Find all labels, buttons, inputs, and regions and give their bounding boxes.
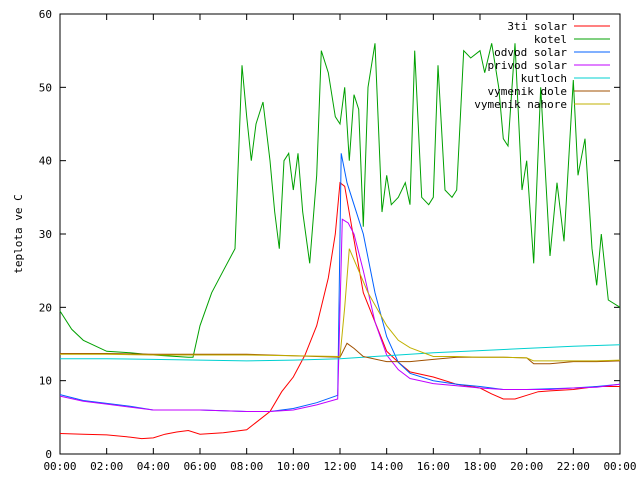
x-tick-label: 10:00	[277, 460, 310, 473]
y-tick-label: 60	[39, 8, 52, 21]
x-tick-label: 00:00	[603, 460, 636, 473]
legend-label: kotel	[534, 33, 567, 46]
x-tick-label: 20:00	[510, 460, 543, 473]
series-line-privod-solar	[59, 218, 621, 412]
y-tick-label: 10	[39, 375, 52, 388]
x-tick-label: 14:00	[370, 460, 403, 473]
series-line-kotel	[59, 43, 621, 358]
legend-label: odvod solar	[494, 46, 567, 59]
y-axis: 0 10 20 30 40 50 60	[39, 8, 620, 461]
x-tick-label: 06:00	[183, 460, 216, 473]
y-tick-label: 40	[39, 155, 52, 168]
series-line-3ti-solar	[59, 181, 620, 440]
y-tick-label: 30	[39, 228, 52, 241]
y-axis-label: teplota ve C	[12, 194, 25, 273]
x-tick-label: 02:00	[90, 460, 123, 473]
x-tick-label: 04:00	[137, 460, 170, 473]
legend-label: privod solar	[488, 59, 568, 72]
y-tick-label: 50	[39, 81, 52, 94]
x-tick-label: 16:00	[417, 460, 450, 473]
x-tick-label: 08:00	[230, 460, 263, 473]
x-axis: 00:00 02:00 04:00 06:00 08:00 10:00 12:00 14:00…	[43, 14, 637, 473]
y-tick-label: 0	[45, 448, 52, 461]
legend-label: 3ti solar	[507, 20, 567, 33]
x-tick-label: 18:00	[463, 460, 496, 473]
legend-label: vymenik dole	[488, 85, 567, 98]
series-line-vymenik-dole	[60, 342, 621, 365]
series-lines	[59, 43, 621, 440]
x-tick-label: 22:00	[557, 460, 590, 473]
series-line-vymenik-nahore	[60, 248, 621, 362]
series-line-odvod-solar	[59, 153, 621, 412]
legend-label: kutloch	[521, 72, 567, 85]
series-line-kutloch	[60, 344, 621, 362]
x-tick-label: 12:00	[323, 460, 356, 473]
legend-label: vymenik nahore	[474, 98, 567, 111]
x-tick-label: 00:00	[43, 460, 76, 473]
y-tick-label: 20	[39, 301, 52, 314]
